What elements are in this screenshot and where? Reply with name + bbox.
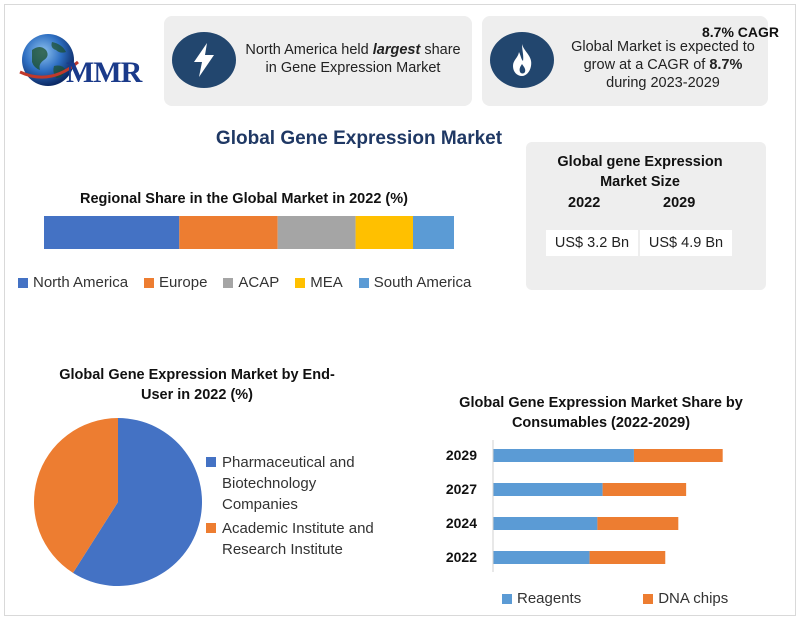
legend-label: ACAP bbox=[238, 274, 280, 291]
regional-segment-mea bbox=[355, 216, 413, 249]
north-america-share-text: North America held largest share in Gene… bbox=[245, 42, 461, 76]
pie-slice-pharmaceutical-and-biotechnolo bbox=[72, 418, 202, 586]
consumables-bar-dna-chips-2024 bbox=[597, 517, 679, 530]
legend-swatch bbox=[643, 593, 654, 604]
legend-label: North America bbox=[33, 274, 129, 291]
logo-text: MMR bbox=[66, 56, 142, 89]
legend-label: South America bbox=[373, 274, 472, 291]
legend-label: MEA bbox=[310, 274, 343, 291]
lightning-bolt-icon bbox=[172, 32, 236, 88]
legend-item-south-america: South America bbox=[358, 274, 472, 291]
regional-segment-north-america bbox=[44, 216, 180, 249]
market-size-value-2029: US$ 4.9 Bn bbox=[640, 230, 732, 256]
consumables-bar-dna-chips-2029 bbox=[633, 449, 723, 462]
market-size-value-2022: US$ 3.2 Bn bbox=[546, 230, 638, 256]
consumables-chart-title: Global Gene Expression Market Share by C… bbox=[459, 395, 743, 431]
consumables-year-label: 2024 bbox=[446, 515, 477, 531]
legend-swatch bbox=[295, 277, 306, 288]
consumables-bar-reagents-2022 bbox=[493, 551, 590, 564]
consumables-legend: Reagents DNA chips bbox=[502, 590, 728, 607]
legend-swatch bbox=[206, 523, 216, 533]
consumables-year-label: 2027 bbox=[446, 481, 477, 497]
regional-segment-europe bbox=[179, 216, 278, 249]
legend-item-mea: MEA bbox=[295, 274, 343, 291]
legend-label: Academic Institute and Research Institut… bbox=[222, 520, 374, 558]
consumables-bar-dna-chips-2027 bbox=[602, 483, 687, 496]
market-size-year-2022: 2022 bbox=[568, 195, 601, 211]
consumables-year-label: 2022 bbox=[446, 549, 477, 565]
main-title: Global Gene Expression Market bbox=[215, 128, 503, 149]
consumables-bar-reagents-2029 bbox=[493, 449, 634, 462]
legend-label: Reagents bbox=[517, 590, 582, 607]
legend-item-north-america: North America bbox=[18, 274, 128, 291]
legend-swatch bbox=[18, 277, 28, 288]
legend-item-europe: Europe bbox=[144, 274, 207, 291]
legend-item-dna-chips: DNA chips bbox=[643, 590, 728, 607]
legend-swatch bbox=[206, 457, 216, 467]
consumables-bar-reagents-2027 bbox=[493, 483, 603, 496]
cagr-badge: 8.7% CAGR bbox=[702, 24, 780, 40]
consumables-bar-reagents-2024 bbox=[493, 517, 598, 530]
legend-label: Pharmaceutical and Biotechnology Compani… bbox=[222, 454, 355, 513]
legend-label: DNA chips bbox=[658, 590, 729, 607]
legend-swatch bbox=[223, 277, 234, 288]
cagr-text: Global Market is expected to grow at a C… bbox=[571, 39, 755, 91]
globe-icon bbox=[19, 34, 79, 86]
legend-item-reagents: Reagents bbox=[502, 590, 581, 607]
legend-label: Europe bbox=[159, 274, 208, 291]
consumables-year-label: 2029 bbox=[446, 447, 477, 463]
info-card-north-america: North America held largest share in Gene… bbox=[164, 16, 472, 106]
pie-legend-item-1: Pharmaceutical and Biotechnology Compani… bbox=[206, 452, 386, 515]
market-size-box: Global gene Expression Market Size 2022 … bbox=[526, 142, 766, 290]
consumables-bar-dna-chips-2022 bbox=[589, 551, 666, 564]
market-size-title: Global gene Expression Market Size bbox=[557, 154, 723, 190]
regional-segment-south-america bbox=[413, 216, 454, 249]
regional-chart-title: Regional Share in the Global Market in 2… bbox=[80, 191, 408, 207]
market-size-year-2029: 2029 bbox=[663, 195, 696, 211]
info-card-cagr bbox=[482, 16, 768, 106]
mmr-logo: MMR bbox=[14, 20, 144, 100]
end-user-chart-title: Global Gene Expression Market by End-Use… bbox=[59, 367, 335, 403]
end-user-pie-chart bbox=[33, 418, 202, 586]
infographic-frame bbox=[4, 4, 796, 616]
legend-swatch bbox=[358, 277, 369, 288]
legend-item-acap: ACAP bbox=[223, 274, 279, 291]
regional-segment-acap bbox=[277, 216, 356, 249]
regional-share-bar bbox=[44, 216, 454, 249]
pie-slice-academic-institute-and-researc bbox=[33, 418, 119, 573]
regional-legend: North America Europe ACAP MEA South America bbox=[18, 274, 487, 291]
pie-legend-item-2: Academic Institute and Research Institut… bbox=[206, 518, 386, 560]
legend-swatch bbox=[144, 277, 155, 288]
legend-swatch bbox=[502, 593, 512, 604]
flame-icon bbox=[490, 32, 554, 88]
